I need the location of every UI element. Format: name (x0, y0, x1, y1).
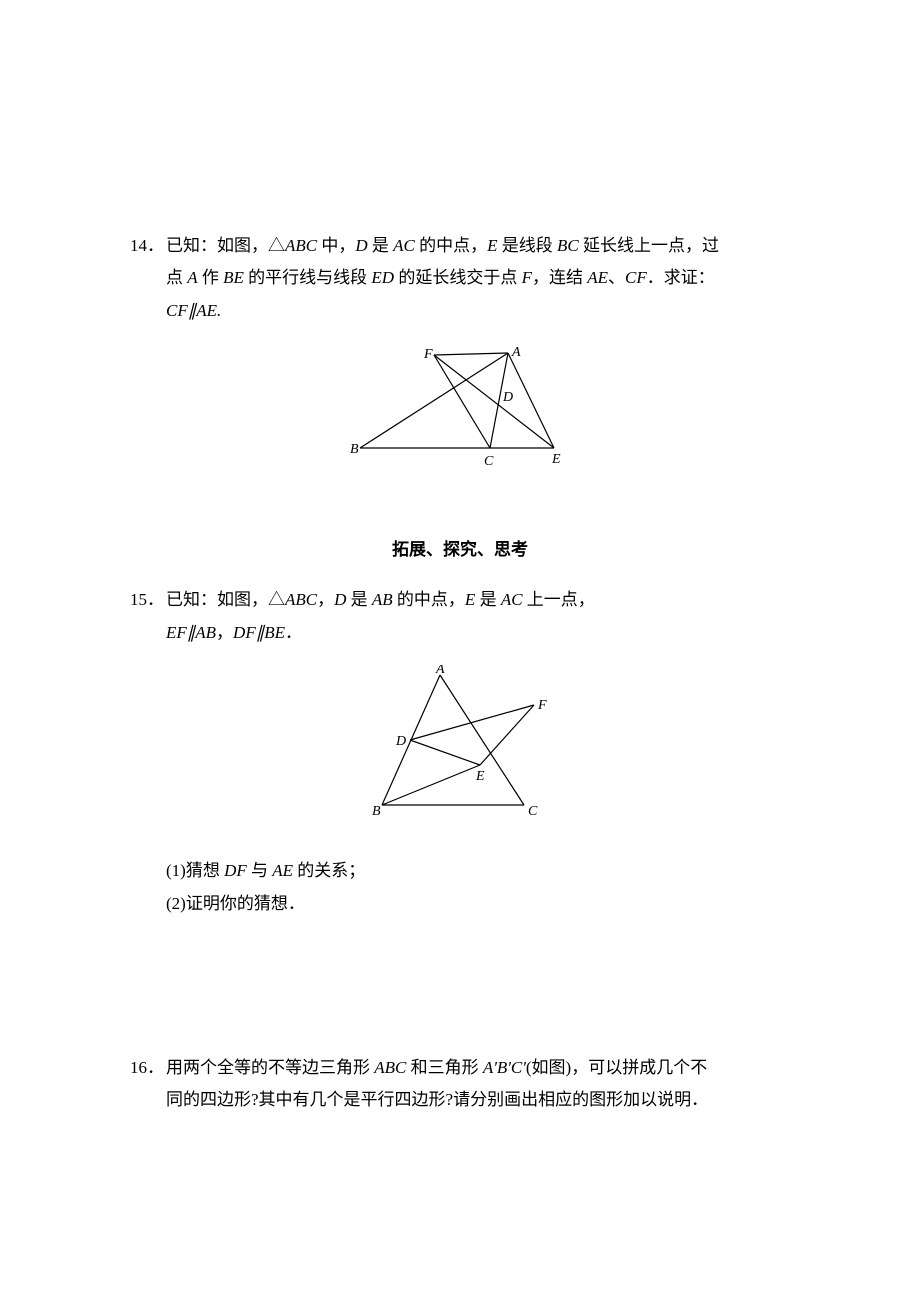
text: 是 (346, 590, 372, 609)
text: 是 (368, 236, 394, 255)
svg-text:B: B (372, 804, 381, 819)
text: 作 (198, 268, 224, 287)
text-italic: D (334, 590, 346, 609)
text: ．求证： (647, 268, 715, 287)
text: 点 (166, 268, 187, 287)
text: 的中点， (393, 590, 465, 609)
text-italic: CF (625, 268, 647, 287)
problem-15: 15．已知：如图，△ABC，D 是 AB 的中点，E 是 AC 上一点， EF∥… (130, 584, 790, 919)
text: 和三角形 (406, 1058, 483, 1077)
svg-text:F: F (423, 347, 433, 362)
text: 的延长线交于点 (394, 268, 522, 287)
problem-14-number: 14． (130, 230, 166, 262)
problem-16-line2: 同的四边形?其中有几个是平行四边形?请分别画出相应的图形加以说明． (130, 1084, 790, 1116)
text: (2)证明你的猜想． (166, 894, 305, 913)
problem-14-text: 14．已知：如图，△ABC 中，D 是 AC 的中点，E 是线段 BC 延长线上… (130, 230, 790, 262)
figure-14-svg: F A D B C E (350, 343, 570, 473)
text: 已知：如图，△ (166, 590, 285, 609)
text: 与 (247, 861, 273, 880)
svg-text:E: E (475, 769, 485, 784)
svg-text:F: F (537, 698, 547, 713)
text-italic: DF∥BE (233, 623, 285, 642)
problem-15-number: 15． (130, 584, 166, 616)
problem-15-sub2: (2)证明你的猜想． (130, 888, 790, 920)
text-italic: AE (272, 861, 293, 880)
text: 的关系； (293, 861, 365, 880)
text-italic: ABC (374, 1058, 406, 1077)
text: (1)猜想 (166, 861, 224, 880)
text-italic: AC (501, 590, 523, 609)
text-italic: A'B'C' (483, 1058, 526, 1077)
svg-text:D: D (502, 390, 513, 405)
text-italic: ABC (285, 590, 317, 609)
text-italic: AB (372, 590, 393, 609)
text-italic: EF∥AB (166, 623, 216, 642)
svg-text:D: D (395, 734, 406, 749)
figure-15-svg: A F D E B C (370, 665, 550, 820)
problem-15-line2: EF∥AB，DF∥BE． (130, 617, 790, 649)
problem-15-sub1: (1)猜想 DF 与 AE 的关系； (130, 855, 790, 887)
spacer (130, 952, 790, 1052)
text: ． (285, 623, 302, 642)
text-italic: AC (393, 236, 415, 255)
text: ， (216, 623, 233, 642)
problem-15-figure: A F D E B C (130, 665, 790, 831)
svg-text:E: E (551, 452, 561, 467)
text-italic: F (522, 268, 532, 287)
text-italic: E (487, 236, 497, 255)
problem-14-line3: CF∥AE. (130, 295, 790, 327)
problem-15-text: 15．已知：如图，△ABC，D 是 AB 的中点，E 是 AC 上一点， (130, 584, 790, 616)
text-italic: DF (224, 861, 247, 880)
text: 上一点， (523, 590, 595, 609)
problem-14: 14．已知：如图，△ABC 中，D 是 AC 的中点，E 是线段 BC 延长线上… (130, 230, 790, 484)
svg-text:A: A (511, 345, 521, 360)
text: (如图)，可以拼成几个不 (526, 1058, 707, 1077)
problem-14-figure: F A D B C E (130, 343, 790, 484)
text-italic: ED (371, 268, 394, 287)
section-heading: 拓展、探究、思考 (130, 534, 790, 566)
svg-text:B: B (350, 442, 359, 457)
text: 是 (475, 590, 501, 609)
problem-16-text: 16．用两个全等的不等边三角形 ABC 和三角形 A'B'C'(如图)，可以拼成… (130, 1052, 790, 1084)
text-italic: BE (223, 268, 244, 287)
text-italic: AE (587, 268, 608, 287)
text: 已知：如图，△ (166, 236, 285, 255)
problem-16-number: 16． (130, 1052, 166, 1084)
text-italic: A (187, 268, 197, 287)
problem-16: 16．用两个全等的不等边三角形 ABC 和三角形 A'B'C'(如图)，可以拼成… (130, 1052, 790, 1117)
text: 、 (608, 268, 625, 287)
text: 中， (317, 236, 355, 255)
text: ， (317, 590, 334, 609)
svg-text:C: C (528, 804, 538, 819)
svg-text:A: A (435, 665, 445, 677)
text-italic: ABC (285, 236, 317, 255)
text-italic: D (355, 236, 367, 255)
text: 的平行线与线段 (244, 268, 372, 287)
text-italic: E (465, 590, 475, 609)
svg-text:C: C (484, 454, 494, 469)
text: ，连结 (532, 268, 587, 287)
text: 延长线上一点，过 (579, 236, 719, 255)
text-italic: BC (557, 236, 579, 255)
text: 是线段 (498, 236, 558, 255)
text-italic: CF∥AE. (166, 301, 221, 320)
text: 用两个全等的不等边三角形 (166, 1058, 374, 1077)
text: 的中点， (415, 236, 487, 255)
problem-14-line2: 点 A 作 BE 的平行线与线段 ED 的延长线交于点 F，连结 AE、CF．求… (130, 262, 790, 294)
text: 同的四边形?其中有几个是平行四边形?请分别画出相应的图形加以说明． (166, 1090, 708, 1109)
